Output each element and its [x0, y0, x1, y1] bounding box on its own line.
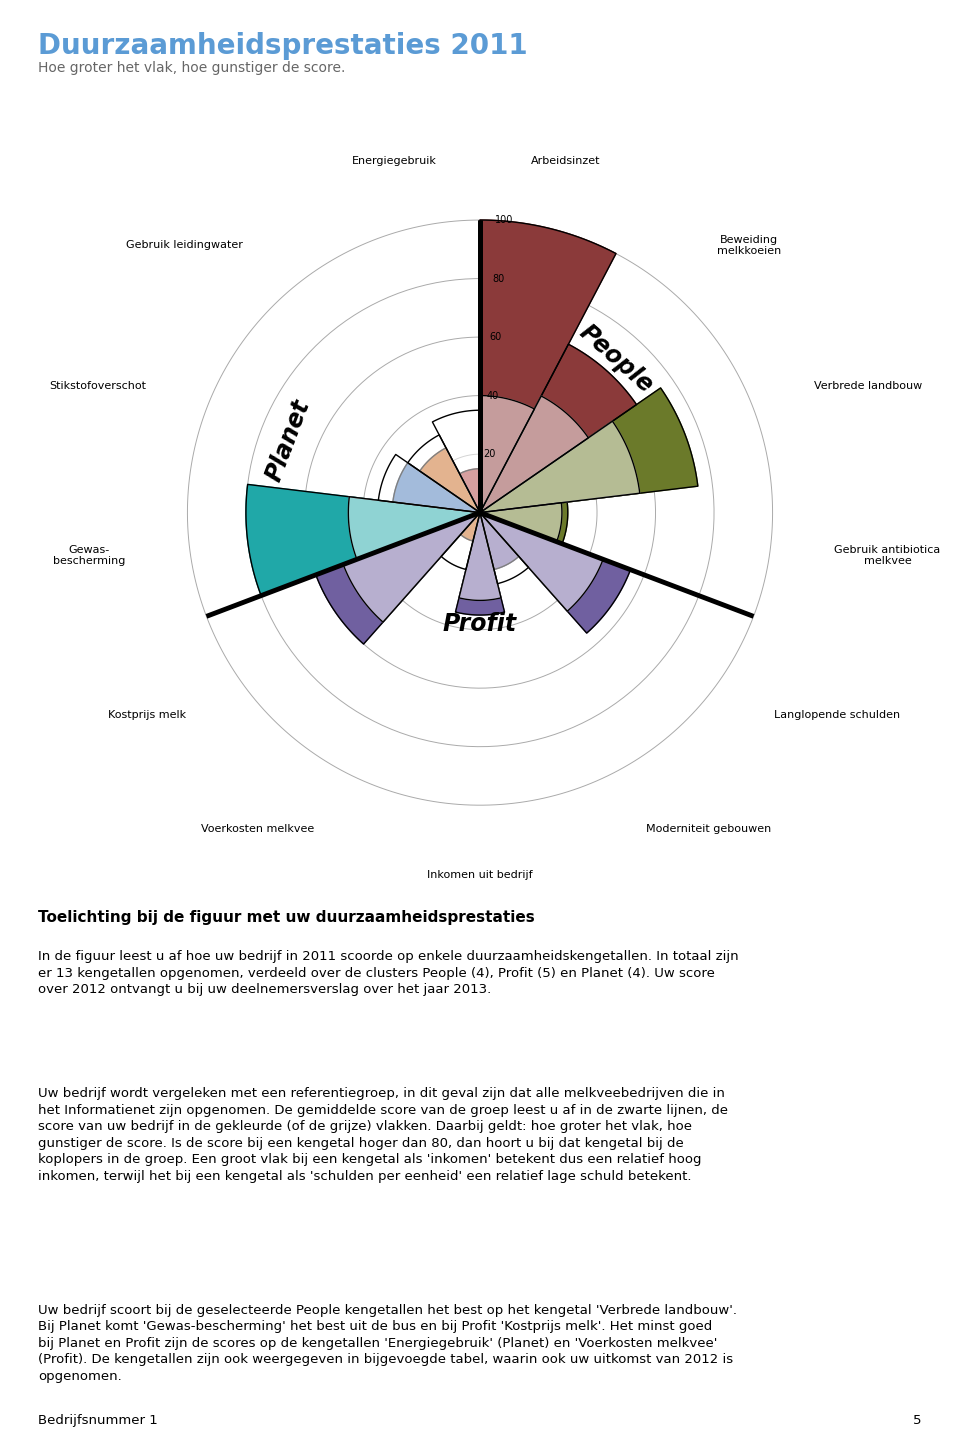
Text: Duurzaamheidsprestaties 2011: Duurzaamheidsprestaties 2011	[38, 32, 528, 59]
Polygon shape	[344, 513, 480, 622]
Text: Langlopende schulden: Langlopende schulden	[774, 710, 900, 721]
Text: Verbrede landbouw: Verbrede landbouw	[814, 381, 922, 391]
Polygon shape	[480, 503, 562, 542]
Polygon shape	[455, 513, 505, 615]
Polygon shape	[480, 219, 616, 513]
Text: Energiegebruik: Energiegebruik	[352, 156, 437, 166]
Polygon shape	[378, 455, 480, 513]
Polygon shape	[480, 396, 588, 513]
Polygon shape	[460, 469, 480, 513]
Text: 60: 60	[490, 332, 501, 342]
Polygon shape	[420, 448, 480, 513]
Polygon shape	[480, 513, 529, 583]
Polygon shape	[480, 513, 518, 569]
Polygon shape	[316, 513, 480, 644]
Text: In de figuur leest u af hoe uw bedrijf in 2011 scoorde op enkele duurzaamheidske: In de figuur leest u af hoe uw bedrijf i…	[38, 950, 739, 996]
Text: Moderniteit gebouwen: Moderniteit gebouwen	[646, 823, 771, 833]
Polygon shape	[480, 422, 639, 513]
Polygon shape	[480, 344, 636, 513]
Text: People: People	[574, 321, 658, 399]
Text: Arbeidsinzet: Arbeidsinzet	[531, 156, 600, 166]
Text: Uw bedrijf scoort bij de geselecteerde People kengetallen het best op het kenget: Uw bedrijf scoort bij de geselecteerde P…	[38, 1304, 737, 1383]
Text: Gebruik antibiotica
melkvee: Gebruik antibiotica melkvee	[834, 544, 941, 566]
Text: Gewas-
bescherming: Gewas- bescherming	[54, 544, 126, 566]
Text: Beweiding
melkkoeien: Beweiding melkkoeien	[717, 234, 780, 256]
Text: Kostprijs melk: Kostprijs melk	[108, 710, 186, 721]
Text: Uw bedrijf wordt vergeleken met een referentiegroep, in dit geval zijn dat alle : Uw bedrijf wordt vergeleken met een refe…	[38, 1087, 729, 1183]
Text: Toelichting bij de figuur met uw duurzaamheidsprestaties: Toelichting bij de figuur met uw duurzaa…	[38, 910, 535, 924]
Text: Profit: Profit	[443, 612, 517, 635]
Polygon shape	[480, 513, 603, 611]
Polygon shape	[442, 513, 480, 569]
Text: Bedrijfsnummer 1: Bedrijfsnummer 1	[38, 1414, 158, 1427]
Text: 20: 20	[483, 449, 495, 459]
Text: Hoe groter het vlak, hoe gunstiger de score.: Hoe groter het vlak, hoe gunstiger de sc…	[38, 61, 346, 75]
Polygon shape	[461, 513, 480, 542]
Polygon shape	[393, 462, 480, 513]
Text: Planet: Planet	[262, 396, 315, 484]
Text: Inkomen uit bedrijf: Inkomen uit bedrijf	[427, 869, 533, 879]
Text: 5: 5	[913, 1414, 922, 1427]
Polygon shape	[480, 396, 535, 513]
Polygon shape	[480, 388, 698, 513]
Polygon shape	[408, 435, 480, 513]
Polygon shape	[480, 513, 631, 632]
Text: 100: 100	[495, 215, 514, 225]
Text: Stikstofoverschot: Stikstofoverschot	[49, 381, 146, 391]
Polygon shape	[480, 503, 567, 544]
Text: Voerkosten melkvee: Voerkosten melkvee	[201, 823, 314, 833]
Text: 40: 40	[486, 391, 498, 401]
Polygon shape	[459, 513, 501, 601]
Polygon shape	[432, 410, 480, 513]
Text: 80: 80	[492, 274, 505, 284]
Polygon shape	[246, 484, 480, 595]
Polygon shape	[348, 497, 480, 559]
Text: Gebruik leidingwater: Gebruik leidingwater	[127, 241, 243, 250]
